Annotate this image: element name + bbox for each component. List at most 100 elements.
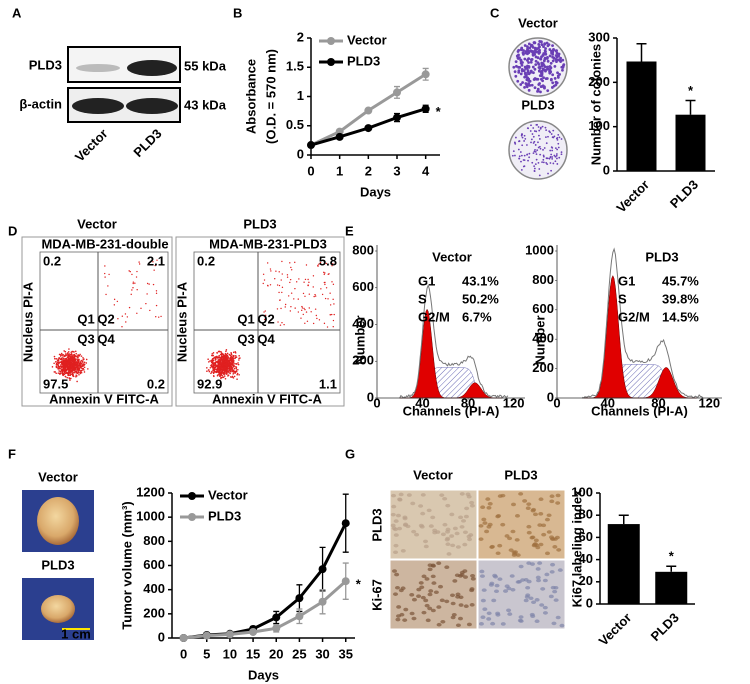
event-dot xyxy=(152,283,155,286)
cell xyxy=(462,575,468,579)
cell xyxy=(550,537,556,541)
event-dot xyxy=(236,363,238,365)
event-dot xyxy=(332,263,334,265)
x-tick-label: 0 xyxy=(180,646,187,661)
event-dot xyxy=(235,367,238,370)
colony xyxy=(518,157,521,160)
cell xyxy=(546,530,552,534)
event-dot xyxy=(221,364,224,366)
cell xyxy=(424,577,430,581)
image-label: Vector xyxy=(38,469,78,484)
event-dot xyxy=(57,359,60,362)
event-dot xyxy=(219,371,222,374)
event-dot xyxy=(70,351,72,354)
cell xyxy=(430,515,436,520)
event-dot xyxy=(55,372,58,375)
legend-marker xyxy=(188,492,196,500)
colony xyxy=(520,134,523,136)
event-dot xyxy=(312,322,315,325)
event-dot xyxy=(72,360,75,362)
cell xyxy=(484,529,490,534)
error-bar xyxy=(685,99,696,115)
event-dot xyxy=(146,293,148,295)
colony xyxy=(541,125,544,128)
cell xyxy=(462,530,468,535)
event-dot xyxy=(333,303,335,305)
event-dot xyxy=(327,298,329,300)
cell xyxy=(504,534,510,538)
cell xyxy=(537,561,543,565)
event-dot xyxy=(263,279,266,281)
x-tick-label: 1 xyxy=(336,163,343,178)
cell xyxy=(533,538,539,543)
cell xyxy=(464,506,470,511)
event-dot xyxy=(231,375,234,378)
event-dot xyxy=(286,274,289,276)
event-dot xyxy=(74,358,77,361)
event-dot xyxy=(58,370,60,372)
plot-header: MDA-MB-231-PLD3 xyxy=(209,236,327,251)
event-dot xyxy=(307,284,309,286)
event-dot xyxy=(223,358,225,361)
event-dot xyxy=(160,315,162,318)
event-dot xyxy=(212,372,215,375)
colony xyxy=(555,137,558,140)
event-dot xyxy=(121,315,124,317)
gate-label: Q1 xyxy=(77,311,94,326)
column-label: Vector xyxy=(413,467,453,482)
y-tick-label: 600 xyxy=(352,279,374,294)
point xyxy=(272,624,281,633)
cell xyxy=(427,606,433,611)
event-dot xyxy=(221,361,224,364)
colony xyxy=(543,42,547,46)
cell xyxy=(540,587,546,591)
x-tick-label: Vector xyxy=(613,177,652,216)
cell xyxy=(428,524,434,528)
column-label: PLD3 xyxy=(504,467,537,482)
colony xyxy=(560,153,563,156)
y-tick-label: 400 xyxy=(532,331,554,346)
event-dot xyxy=(327,273,329,276)
x-tick-label: 80 xyxy=(461,395,475,410)
event-dot xyxy=(230,355,233,358)
event-dot xyxy=(306,320,309,322)
cell xyxy=(506,608,512,613)
colony xyxy=(548,54,552,58)
event-dot xyxy=(207,361,210,363)
cell xyxy=(419,585,425,590)
x-axis-label: Days xyxy=(360,184,391,199)
event-dot xyxy=(138,261,140,263)
event-dot xyxy=(233,365,236,367)
cell xyxy=(402,516,408,521)
cell xyxy=(409,611,415,616)
image-label: PLD3 xyxy=(41,557,74,572)
panel-letter: F xyxy=(8,446,16,461)
cell xyxy=(511,553,517,557)
y-axis-label: Tumor volume (mm³) xyxy=(119,501,134,629)
y-tick-label: 0 xyxy=(158,629,165,644)
x-tick-label: 40 xyxy=(415,395,429,410)
cell xyxy=(457,616,463,621)
colony xyxy=(551,73,555,77)
event-dot xyxy=(216,355,218,358)
cell xyxy=(450,543,456,548)
event-dot xyxy=(223,354,225,356)
event-dot xyxy=(212,354,214,357)
event-dot xyxy=(134,282,136,284)
event-dot xyxy=(62,362,65,364)
event-dot xyxy=(67,351,70,353)
event-dot xyxy=(213,368,216,371)
colony xyxy=(538,65,542,69)
cell xyxy=(526,579,532,584)
y-axis-label: Nucleus PI-A xyxy=(174,281,189,362)
event-dot xyxy=(229,372,231,375)
event-dot xyxy=(73,369,76,372)
event-dot xyxy=(310,311,312,313)
x-tick-label: 3 xyxy=(393,163,400,178)
colony xyxy=(542,161,545,164)
event-dot xyxy=(277,321,279,323)
colony xyxy=(520,67,524,71)
colony xyxy=(536,149,539,152)
event-dot xyxy=(55,358,58,360)
event-dot xyxy=(318,319,321,321)
